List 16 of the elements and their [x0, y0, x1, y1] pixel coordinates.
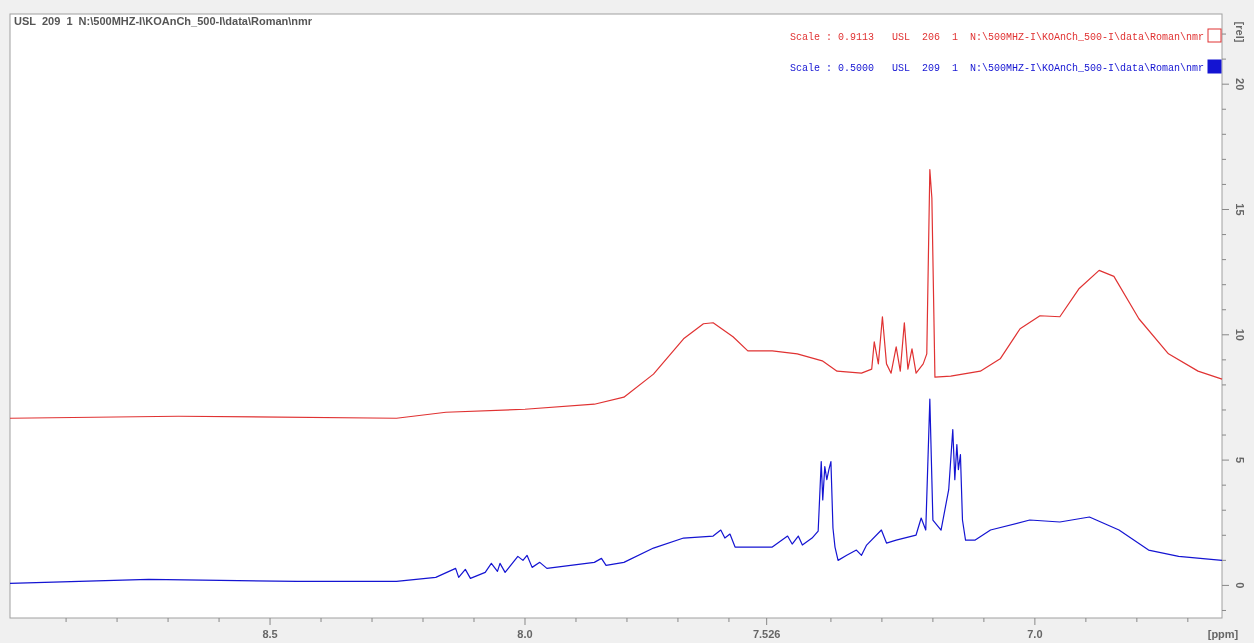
y-tick-label: 20	[1234, 78, 1246, 91]
y-axis-title: [rel]	[1234, 21, 1246, 43]
x-tick-label: 8.5	[262, 628, 278, 640]
line-series	[9, 169, 1223, 419]
x-axis-title: [ppm]	[1207, 628, 1239, 640]
x-tick-label: 7.526	[752, 628, 781, 640]
legend-label: Scale : 0.9113 USL 206 1 N:\500MHZ-I\KOAnCh_500-I\data\Roman\nmr	[789, 32, 1204, 43]
y-tick-label: 10	[1234, 328, 1246, 341]
x-tick-label: 7.0	[1027, 628, 1043, 640]
legend-label: Scale : 0.5000 USL 209 1 N:\500MHZ-I\KOAnCh_500-I\data\Roman\nmr	[789, 63, 1204, 74]
x-tick-label: 8.0	[517, 628, 533, 640]
y-tick-label: 15	[1234, 203, 1246, 216]
y-tick-label: 5	[1234, 457, 1246, 464]
y-tick-label: 0	[1234, 582, 1246, 589]
chart-title: USL 209 1 N:\500MHZ-I\KOAnCh_500-I\data\Roman\nmr	[14, 15, 313, 27]
line-series	[9, 398, 1223, 585]
